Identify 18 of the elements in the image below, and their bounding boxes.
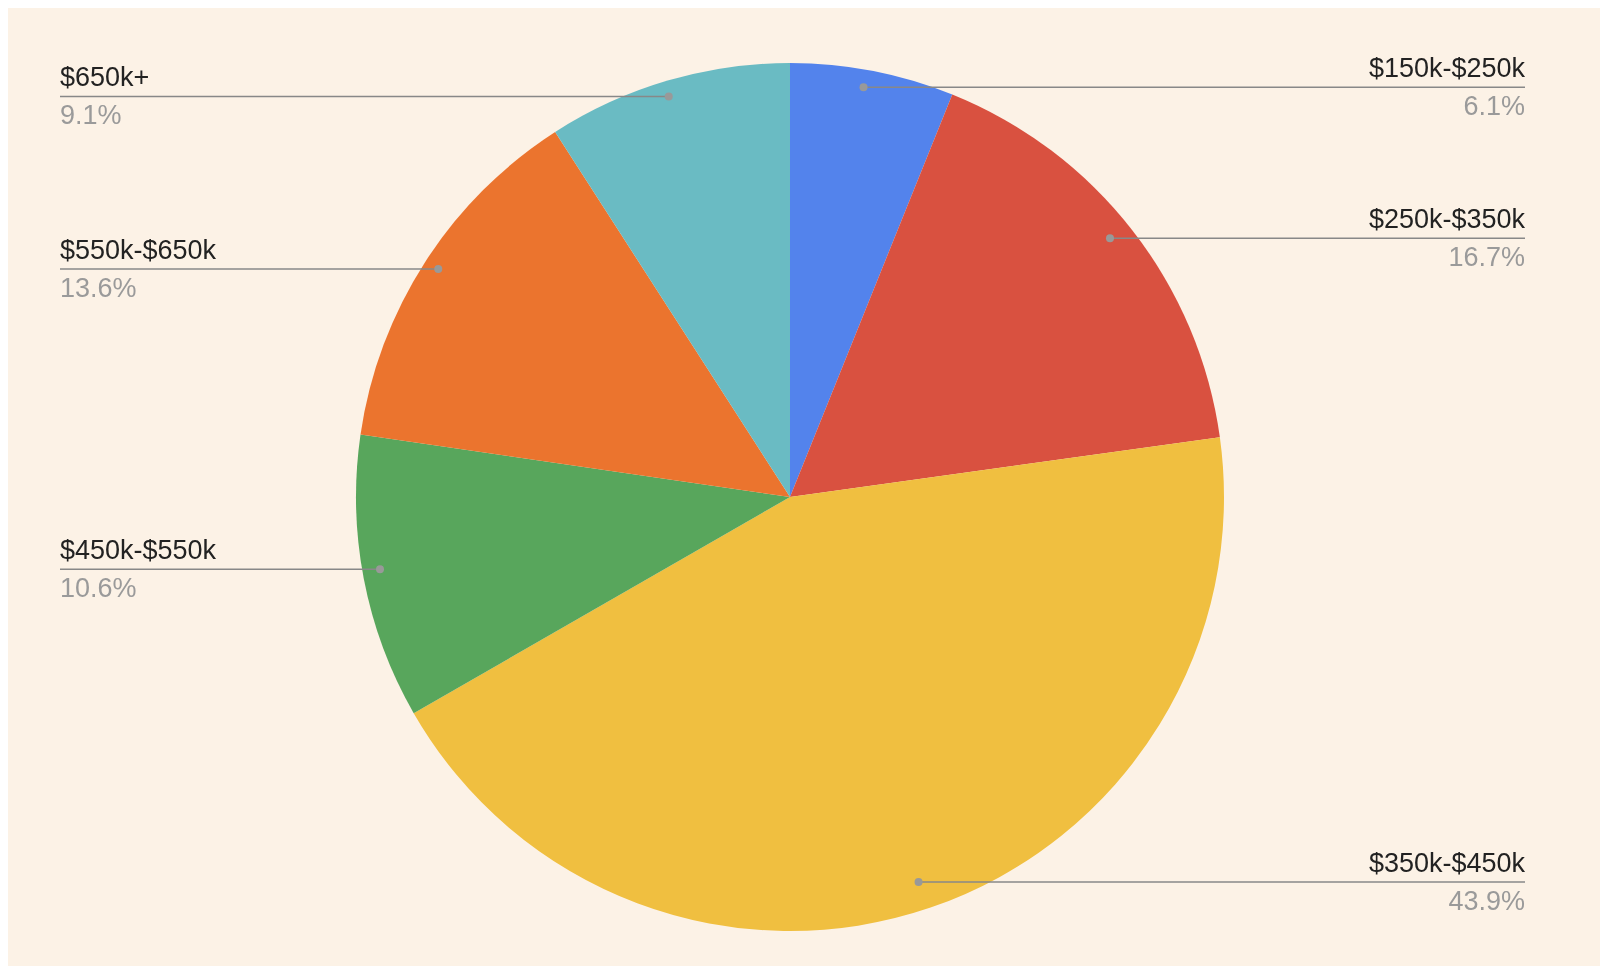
slice-label: $550k-$650k xyxy=(60,234,217,265)
slice-label: $250k-$350k xyxy=(1368,204,1526,235)
data-label: 16.7% xyxy=(1448,242,1525,273)
pie-slice xyxy=(555,63,790,497)
data-label: 9.1% xyxy=(60,100,122,131)
data-label: 43.9% xyxy=(1448,886,1525,917)
data-label: 10.6% xyxy=(60,573,137,604)
slice-label: $450k-$550k xyxy=(60,535,217,566)
slice-label: $350k-$450k xyxy=(1368,848,1526,879)
pie-slice xyxy=(413,437,1224,931)
slice-label: $150k-$250k xyxy=(1368,53,1526,84)
pie-slice xyxy=(360,132,790,497)
data-label: 13.6% xyxy=(60,272,137,303)
slice-label: $650k+ xyxy=(60,62,150,93)
pie-slice xyxy=(356,434,790,714)
pie-slice xyxy=(790,63,953,497)
data-label: 6.1% xyxy=(1463,91,1525,122)
pie-slice xyxy=(790,94,1220,497)
